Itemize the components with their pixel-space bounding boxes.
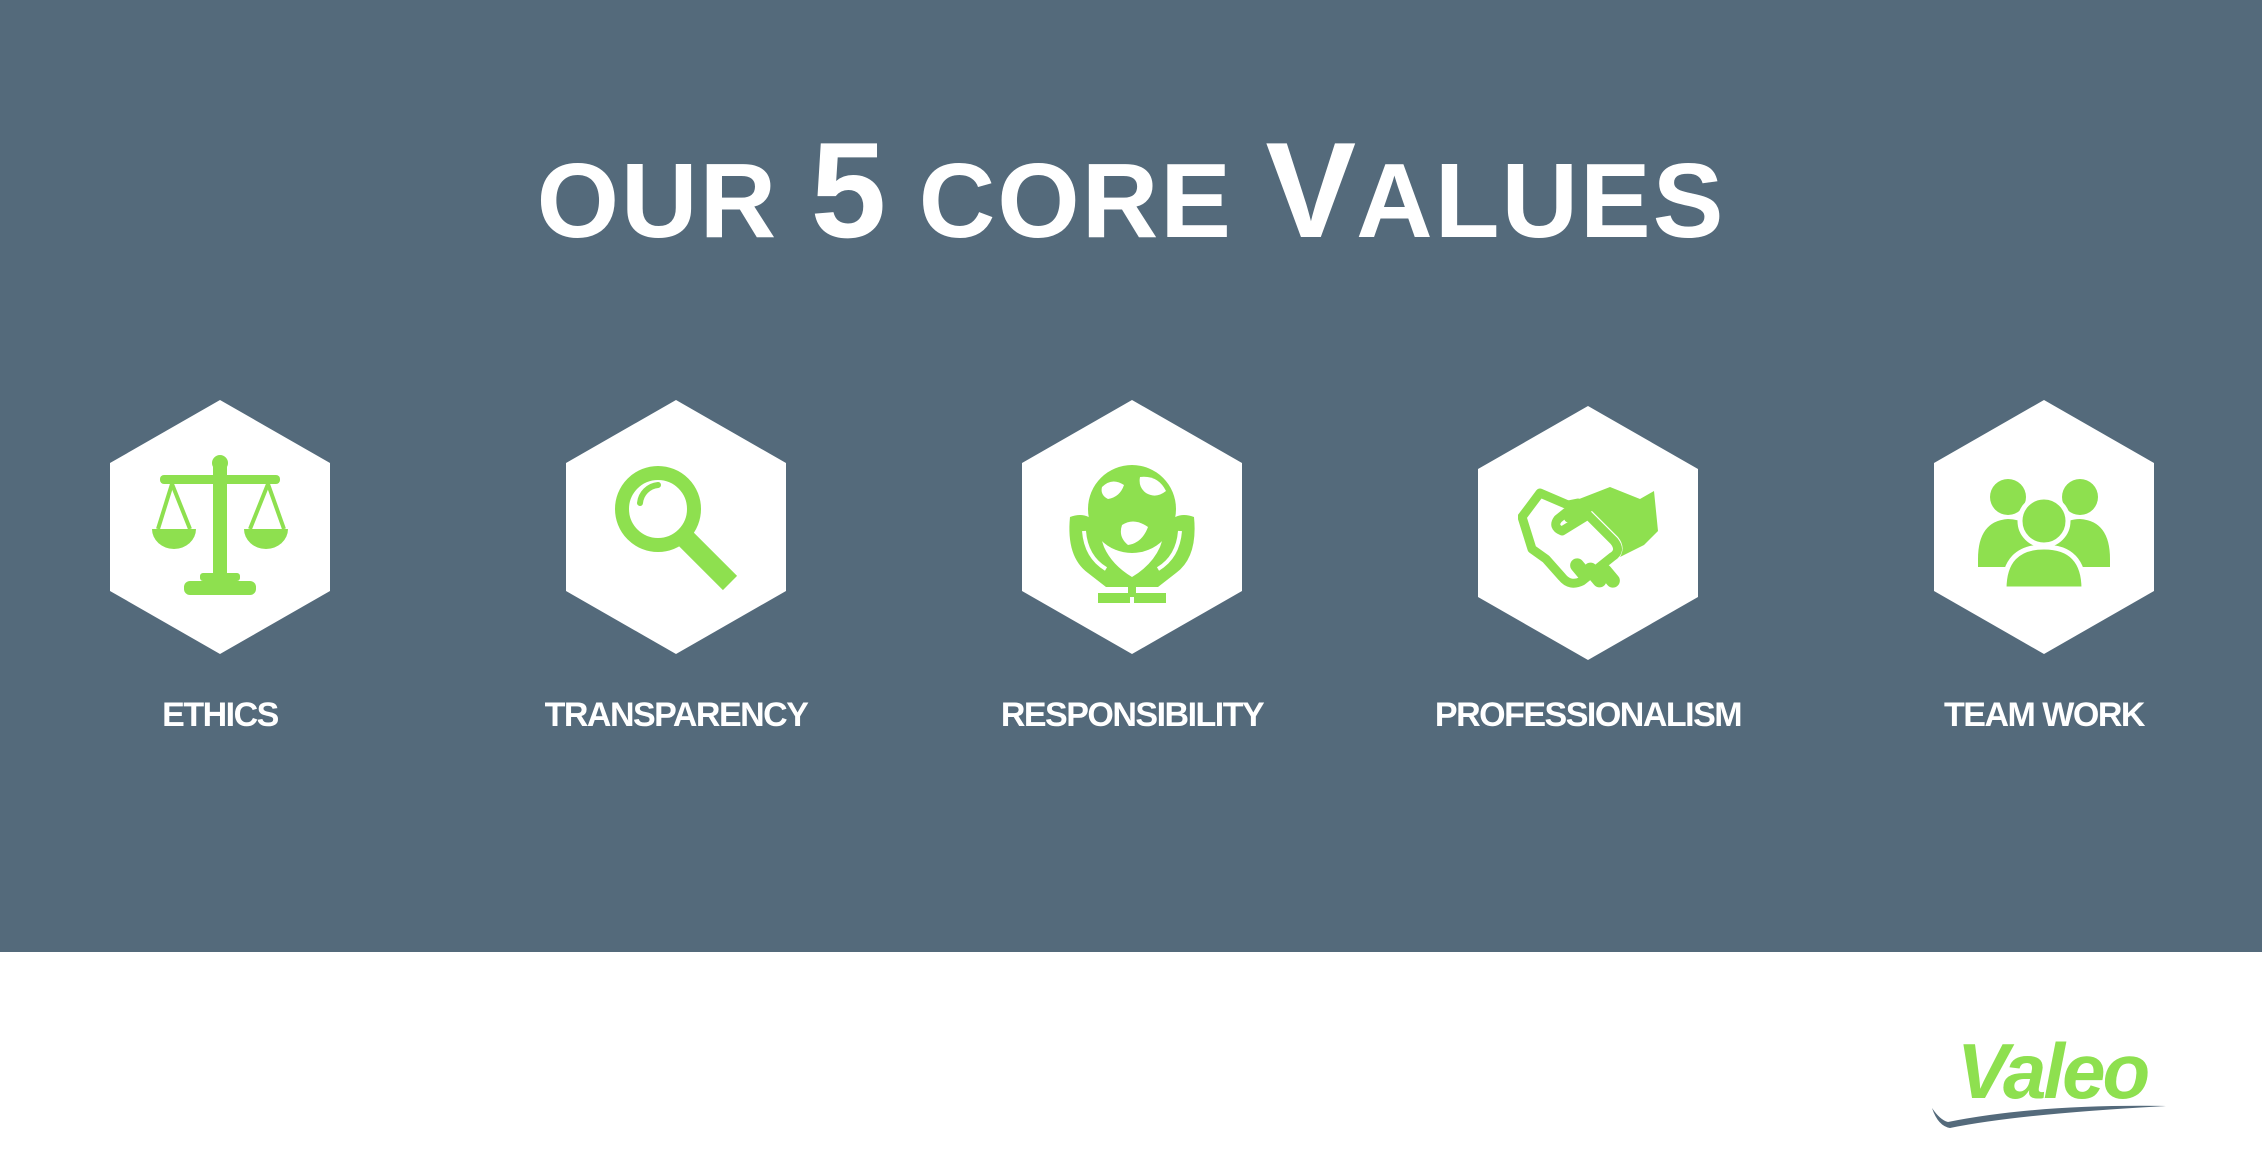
title-word-our: our [536, 142, 779, 260]
value-label: RESPONSIBILITY [1000, 696, 1265, 734]
banner: our 5 core Values [0, 0, 2262, 952]
title-word-alues: alues [1356, 142, 1726, 260]
hexagon-shape [566, 400, 786, 654]
handshake-icon [1518, 487, 1658, 588]
hexagon-badge [1022, 400, 1242, 654]
value-team-work: TEAM WORK [1834, 400, 2254, 760]
value-label: PROFESSIONALISM [1434, 696, 1743, 734]
value-label: TEAM WORK [1944, 696, 2145, 734]
valeo-logo: Valeo [1932, 1027, 2166, 1128]
hexagon-badge [110, 400, 330, 654]
team-icon [1978, 479, 2110, 592]
value-label: TRANSPARENCY [544, 696, 809, 734]
logo-text: Valeo [1957, 1027, 2149, 1115]
globe-hands-icon [1069, 465, 1195, 603]
title-initial-v: V [1265, 114, 1357, 266]
value-transparency: TRANSPARENCY [466, 400, 886, 760]
hexagon-badge [1478, 406, 1698, 660]
scales-icon [152, 455, 288, 595]
hexagon-badge [566, 400, 786, 654]
value-responsibility: RESPONSIBILITY [922, 400, 1342, 760]
title-word-core: core [918, 142, 1233, 260]
hexagon-shape [1478, 406, 1698, 660]
magnifier-icon [615, 466, 738, 591]
value-ethics: ETHICS [10, 400, 430, 760]
hexagon-badge [1934, 400, 2154, 654]
page-title: our 5 core Values [0, 122, 2262, 258]
value-label: ETHICS [162, 696, 279, 734]
title-number: 5 [810, 114, 887, 266]
value-professionalism: PROFESSIONALISM [1378, 400, 1798, 760]
